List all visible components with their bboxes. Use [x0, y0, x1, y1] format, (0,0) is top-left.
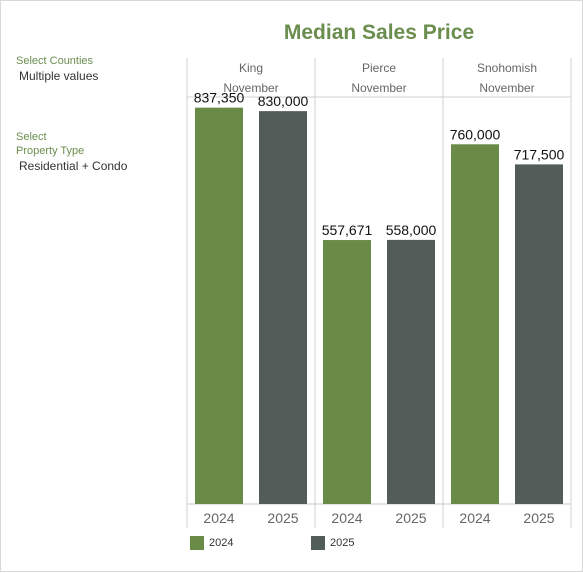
legend-item-2025[interactable]: 2025: [311, 536, 354, 550]
property-type-filter-label-1: Select: [16, 131, 47, 143]
data-label: 557,671: [322, 222, 373, 238]
legend-item-2024[interactable]: 2024: [190, 536, 233, 550]
county-header: Snohomish: [477, 61, 537, 75]
data-label: 760,000: [450, 126, 501, 142]
x-tick-label: 2025: [267, 510, 298, 526]
property-type-filter-label-2: Property Type: [16, 145, 85, 157]
bar: [451, 144, 499, 504]
month-header: November: [223, 81, 278, 95]
data-label: 717,500: [514, 146, 565, 162]
property-type-filter-value[interactable]: Residential + Condo: [19, 159, 128, 173]
bar: [323, 240, 371, 505]
bar: [515, 164, 563, 504]
x-tick-label: 2024: [331, 510, 362, 526]
chart-title: Median Sales Price: [283, 21, 475, 44]
legend-swatch-2025: [311, 536, 325, 550]
x-tick-label: 2024: [203, 510, 234, 526]
month-header: November: [351, 81, 406, 95]
legend-label-2025: 2025: [330, 536, 355, 549]
data-label: 837,350: [194, 90, 245, 106]
month-header: November: [479, 81, 534, 95]
bar: [259, 111, 307, 504]
filter-panel: Select Counties Multiple values Select P…: [16, 54, 181, 184]
counties-filter-label: Select Counties: [16, 55, 94, 67]
bar: [195, 107, 243, 505]
x-tick-label: 2025: [523, 510, 554, 526]
bar: [387, 239, 435, 504]
data-label: 830,000: [258, 93, 309, 109]
x-tick-label: 2024: [459, 510, 490, 526]
counties-filter-value[interactable]: Multiple values: [19, 69, 99, 83]
x-tick-label: 2025: [395, 510, 426, 526]
data-label: 558,000: [386, 222, 437, 238]
legend-label-2024: 2024: [209, 536, 234, 549]
county-header: Pierce: [362, 61, 396, 75]
legend-swatch-2024: [190, 536, 204, 550]
county-header: King: [239, 61, 263, 75]
